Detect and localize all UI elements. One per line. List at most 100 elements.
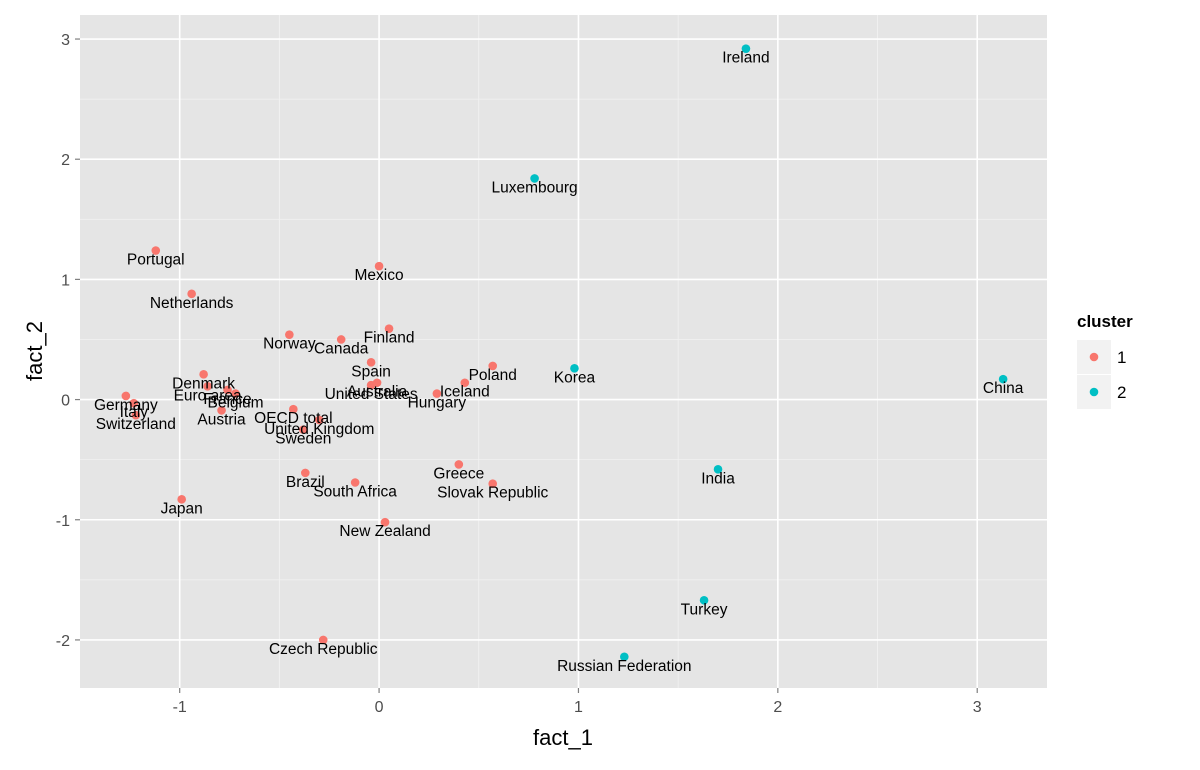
- data-point-label: China: [983, 380, 1024, 397]
- x-axis-title: fact_1: [533, 725, 593, 750]
- data-point: [187, 289, 196, 299]
- data-point: [713, 464, 723, 474]
- data-point: [620, 652, 629, 662]
- data-point-label: United States: [325, 386, 418, 403]
- data-point: [350, 478, 360, 487]
- data-point-label: Finland: [364, 330, 415, 347]
- data-point-label: France: [203, 391, 251, 408]
- data-point-label: Australia: [347, 384, 408, 401]
- data-point-label: Netherlands: [150, 295, 234, 312]
- data-point: [121, 391, 131, 401]
- data-point-label: Canada: [314, 340, 369, 357]
- data-point-label: Russian Federation: [557, 658, 691, 675]
- y-tick-label: -1: [56, 513, 70, 530]
- data-point-label: New Zealand: [339, 523, 430, 540]
- data-point-label: India: [701, 470, 735, 487]
- legend-key-point: [1089, 352, 1099, 362]
- data-point-label: Poland: [469, 367, 517, 384]
- data-point: [380, 517, 390, 527]
- data-point-label: Euro area: [174, 387, 242, 404]
- data-point: [129, 398, 139, 408]
- data-point-label: Spain: [351, 363, 391, 380]
- data-points: [121, 44, 1008, 662]
- data-point-label: South Africa: [313, 483, 397, 500]
- y-axis-title: fact_2: [22, 321, 47, 381]
- legend-label: 1: [1117, 348, 1126, 367]
- data-point-label: Japan: [161, 500, 203, 517]
- data-point-label: Brazil: [286, 474, 325, 491]
- minor-gridlines: [80, 15, 1047, 688]
- data-point-label: Mexico: [355, 267, 404, 284]
- data-point-label: Switzerland: [96, 416, 176, 433]
- data-point-label: Italy: [120, 404, 149, 421]
- data-point: [699, 595, 709, 605]
- data-point-label: Hungary: [408, 395, 467, 412]
- data-point: [374, 261, 384, 271]
- data-point: [384, 324, 394, 333]
- y-tick-label: 3: [61, 32, 70, 49]
- data-point-label: Iceland: [440, 384, 490, 401]
- data-point: [454, 460, 464, 469]
- legend-title: cluster: [1077, 312, 1133, 331]
- data-point-label: Germany: [94, 397, 158, 414]
- legend-label: 2: [1117, 383, 1126, 402]
- data-point-label: Czech Republic: [269, 641, 378, 658]
- data-point-label: Austria: [197, 411, 246, 428]
- major-gridlines: [80, 15, 1047, 688]
- data-point: [366, 380, 376, 390]
- data-point-label: Portugal: [127, 252, 185, 269]
- data-point-label: Sweden: [275, 431, 331, 448]
- data-point: [530, 174, 539, 183]
- legend: cluster 12: [1077, 312, 1133, 409]
- data-point: [741, 44, 751, 53]
- data-point: [570, 364, 579, 373]
- data-point: [318, 635, 328, 645]
- data-point-label: Korea: [554, 369, 596, 386]
- data-point: [488, 479, 498, 488]
- data-point-label: OECD total: [254, 410, 332, 427]
- data-point-label: Luxembourg: [492, 179, 578, 196]
- data-point-label: United Kingdom: [264, 421, 374, 438]
- data-point: [203, 382, 212, 391]
- y-tick-label: 1: [61, 272, 70, 289]
- data-point: [488, 361, 498, 371]
- data-point: [366, 358, 376, 367]
- data-point: [998, 374, 1008, 384]
- plot-panel: [80, 15, 1047, 688]
- data-point: [285, 330, 294, 339]
- data-point: [314, 415, 324, 425]
- data-point-label: Denmark: [172, 375, 235, 392]
- data-point: [177, 495, 186, 504]
- point-labels: Ireland Luxembourg Korea China India Turkey Ru…: [94, 50, 1024, 675]
- x-tick-label: 1: [574, 699, 583, 716]
- data-point-label: Turkey: [681, 601, 728, 618]
- x-tick-label: 3: [973, 699, 982, 716]
- legend-entries: 12: [1077, 340, 1126, 409]
- x-axis: -1 0 1 2 3: [173, 688, 982, 716]
- data-point: [460, 378, 470, 388]
- data-point-label: Ireland: [722, 50, 769, 67]
- data-point: [131, 410, 141, 420]
- data-point-label: Greece: [433, 465, 484, 482]
- data-point: [151, 246, 161, 255]
- data-point: [289, 404, 298, 414]
- y-tick-label: 0: [61, 393, 70, 410]
- x-tick-label: 0: [375, 699, 384, 716]
- data-point: [301, 468, 310, 478]
- data-point: [199, 370, 208, 379]
- x-tick-label: 2: [773, 699, 782, 716]
- data-point-label: Slovak Republic: [437, 485, 548, 502]
- data-point: [217, 406, 226, 415]
- y-tick-label: -2: [56, 633, 70, 650]
- data-point-label: Belgium: [208, 395, 264, 412]
- data-point: [231, 389, 240, 398]
- data-point: [223, 385, 232, 395]
- data-point: [299, 425, 308, 434]
- data-point-label: Norway: [263, 336, 316, 353]
- y-tick-label: 2: [61, 152, 70, 169]
- y-axis: -2 -1 0 1 2 3: [56, 32, 80, 650]
- x-tick-label: -1: [173, 699, 187, 716]
- data-point: [432, 389, 442, 398]
